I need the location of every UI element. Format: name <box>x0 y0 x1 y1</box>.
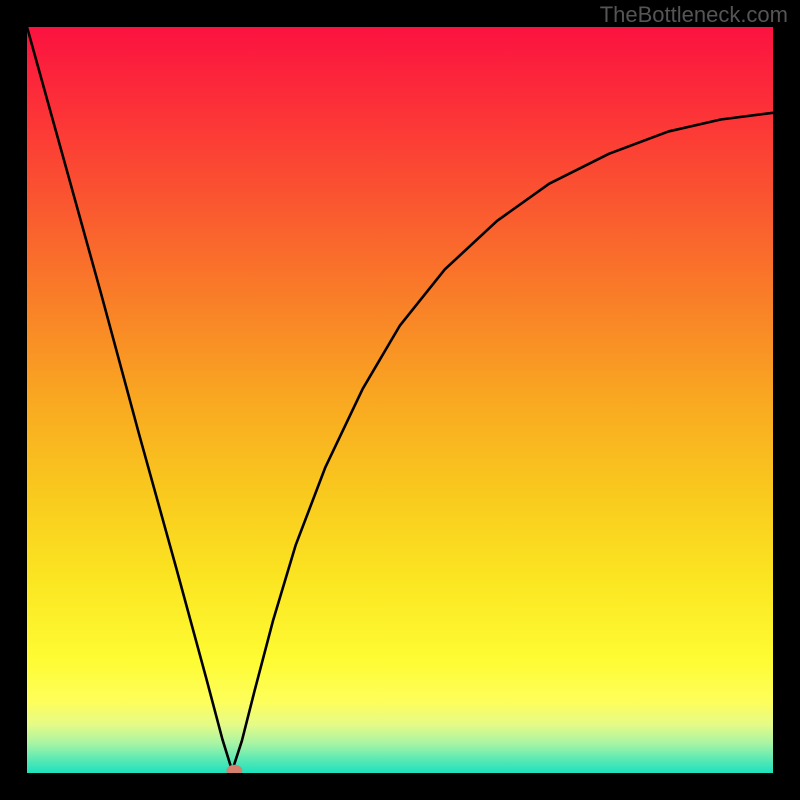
bottleneck-chart <box>0 0 800 800</box>
chart-container: TheBottleneck.com <box>0 0 800 800</box>
plot-background <box>27 27 773 773</box>
